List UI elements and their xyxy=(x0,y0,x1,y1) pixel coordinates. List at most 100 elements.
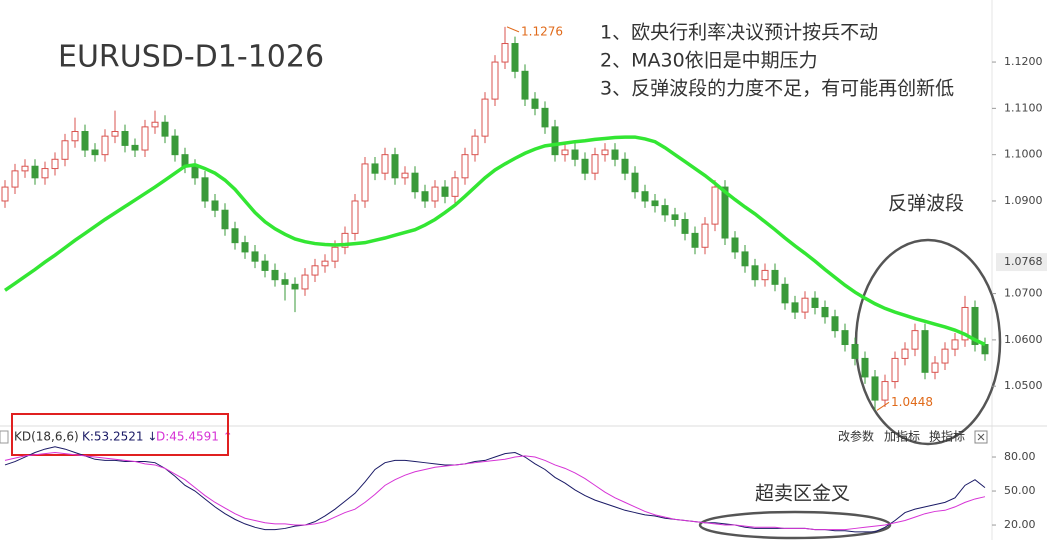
candle-body xyxy=(801,297,809,313)
button[interactable]: 改参数 xyxy=(838,429,874,444)
candle-body xyxy=(211,200,219,211)
candle-body xyxy=(931,362,939,373)
candle-body xyxy=(461,154,469,179)
candle-body xyxy=(871,376,879,401)
candle-body xyxy=(321,260,329,267)
candle-body xyxy=(11,170,19,188)
candle-body xyxy=(721,186,729,239)
candle-body xyxy=(591,154,599,174)
candle-body xyxy=(451,177,459,197)
candle-body xyxy=(441,186,449,197)
candle-body xyxy=(751,265,759,281)
candle-body xyxy=(951,339,959,350)
candle-body xyxy=(401,172,409,179)
candle-body xyxy=(91,149,99,156)
candle-body xyxy=(781,283,789,304)
candle-body xyxy=(71,131,79,142)
y-tick-label: 1.1000 xyxy=(1004,148,1043,161)
candle-body xyxy=(151,121,159,128)
candle-body xyxy=(851,344,859,359)
ma-line xyxy=(4,135,986,347)
candle-body xyxy=(691,232,699,248)
candle-body xyxy=(521,70,529,100)
candle-body xyxy=(201,177,209,202)
candle-body xyxy=(311,265,319,276)
candle-body xyxy=(711,186,719,225)
button[interactable]: 加指标 xyxy=(884,429,920,444)
candle-body xyxy=(41,168,49,179)
chart-title: EURUSD-D1-1026 xyxy=(58,40,324,75)
candle-body xyxy=(811,297,819,308)
candle-body xyxy=(621,158,629,174)
candle-body xyxy=(51,158,59,170)
candle-body xyxy=(791,302,799,313)
candle-body xyxy=(341,232,349,248)
help-box[interactable] xyxy=(0,430,9,444)
y-tick-label: 20.00 xyxy=(1004,518,1036,531)
y-tick-label: 1.1200 xyxy=(1004,55,1043,68)
candle-body xyxy=(101,135,109,156)
note: 1、欧央行利率决议预计按兵不动 xyxy=(600,22,878,44)
candle-body xyxy=(81,131,89,151)
candle-body xyxy=(421,191,429,202)
candle-body xyxy=(631,172,639,193)
candle-body xyxy=(561,149,569,156)
note: 2、MA30依旧是中期压力 xyxy=(600,50,818,72)
candle-body xyxy=(261,260,269,271)
candle-body xyxy=(981,344,989,355)
candle-body xyxy=(471,135,479,156)
candle-body xyxy=(491,61,499,100)
highlight-box xyxy=(11,413,229,456)
candle-body xyxy=(821,306,829,318)
candle-body xyxy=(501,43,509,63)
candle-body xyxy=(891,357,899,383)
candle-body xyxy=(941,348,949,364)
candle-body xyxy=(281,279,289,285)
annotation: 反弹波段 xyxy=(888,193,964,215)
candle-body xyxy=(661,205,669,216)
y-tick-label: 1.0900 xyxy=(1004,194,1043,207)
y-tick-label: 80.00 xyxy=(1004,450,1036,463)
candle-body xyxy=(571,149,579,160)
candle-body xyxy=(581,158,589,174)
candle-body xyxy=(551,126,559,156)
candle-body xyxy=(601,149,609,156)
candle-body xyxy=(901,348,909,359)
current-price-box xyxy=(996,253,1047,272)
candle-body xyxy=(1,186,9,202)
d-value: D:45.4591 ↑ xyxy=(156,430,233,444)
candle-body xyxy=(291,283,299,290)
candle-body xyxy=(771,269,779,285)
candle-body xyxy=(221,209,229,230)
candle-body xyxy=(361,163,369,202)
candle-body xyxy=(61,140,69,160)
candle-body xyxy=(271,269,279,281)
candle-body xyxy=(481,98,489,137)
current-price-label: 1.0768 xyxy=(1004,255,1043,268)
candle-body xyxy=(911,330,919,350)
candle-body xyxy=(21,165,29,172)
y-tick-label: 1.0600 xyxy=(1004,333,1043,346)
candle-body xyxy=(841,330,849,346)
k-value: K:53.2521 ↓ xyxy=(82,430,157,444)
candle-body xyxy=(431,186,439,202)
candle-body xyxy=(671,214,679,220)
close-icon xyxy=(977,433,985,441)
candle-body xyxy=(881,381,889,401)
candle-body xyxy=(731,237,739,253)
y-tick-label: 1.0700 xyxy=(1004,287,1043,300)
candle-body xyxy=(301,274,309,290)
candle-body xyxy=(681,218,689,234)
candle-body xyxy=(331,246,339,262)
candle-body xyxy=(141,126,149,151)
candle-body xyxy=(761,269,769,281)
button[interactable]: 换指标 xyxy=(929,429,965,444)
note: 3、反弹波段的力度不足，有可能再创新低 xyxy=(600,78,954,100)
candle-body xyxy=(111,131,119,137)
marker-arrow xyxy=(506,26,520,33)
highlight-ellipse xyxy=(698,510,892,540)
candle-body xyxy=(251,251,259,262)
price-marker-label: 1.1276 xyxy=(521,24,563,38)
candle-body xyxy=(651,200,659,207)
